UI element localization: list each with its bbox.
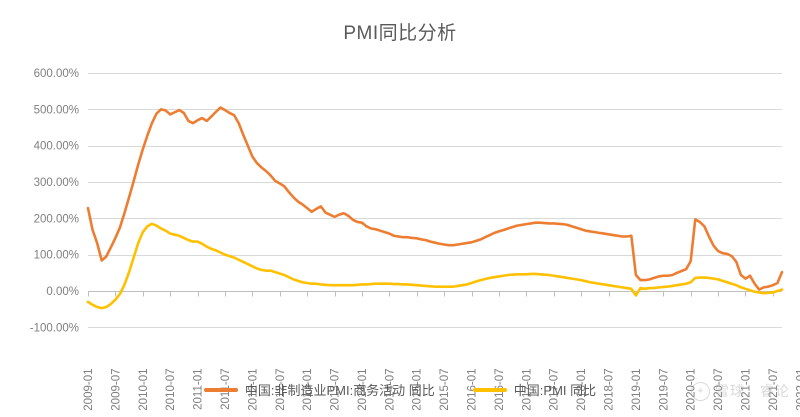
y-axis-tick-label: 0.00% <box>46 286 79 298</box>
x-axis-tick-label: 2012-07 <box>275 369 287 411</box>
x-axis-tick-labels: 2009-012009-072010-012010-072011-012011-… <box>83 369 800 411</box>
x-axis-tick-label: 2021-07 <box>768 369 780 411</box>
x-axis-tick-label: 2017-07 <box>549 369 561 411</box>
x-axis-tick-label: 2014-01 <box>357 369 369 411</box>
x-axis-tick-label: 2009-01 <box>83 369 95 411</box>
x-axis-tick-label: 2018-01 <box>576 369 588 411</box>
y-axis-tick-label: 500.00% <box>34 104 79 116</box>
x-axis-ticks <box>88 291 774 297</box>
series-line-2 <box>86 222 784 310</box>
x-axis-tick-label: 2016-01 <box>467 369 479 411</box>
x-axis-tick-label: 2019-01 <box>631 369 643 411</box>
y-axis-tick-label: 300.00% <box>34 177 79 189</box>
y-axis-tick-label: 600.00% <box>34 68 79 80</box>
x-axis-tick-label: 2017-01 <box>521 369 533 411</box>
x-axis-tick-label: 2010-01 <box>138 369 150 411</box>
x-axis-tick-label: 2014-07 <box>384 369 396 411</box>
legend-label: 中国:PMI 同比 <box>513 383 597 398</box>
y-axis-tick-label: 400.00% <box>34 141 79 153</box>
x-axis-tick-label: 2018-07 <box>604 369 616 411</box>
x-axis-tick-label: 2013-01 <box>302 369 314 411</box>
watermark: ⌖ 雪球：睿论 <box>691 381 790 401</box>
y-axis-tick-label: 100.00% <box>34 250 79 262</box>
legend-swatch-icon <box>203 387 238 392</box>
gridlines-group <box>88 73 782 328</box>
y-axis-tick-label: 200.00% <box>34 213 79 225</box>
x-axis-tick-label: 2019-07 <box>658 369 670 411</box>
x-axis-tick-label: 2009-07 <box>110 369 122 411</box>
watermark-text: 雪球：睿论 <box>715 383 790 399</box>
watermark-logo-glyph: ⌖ <box>697 384 704 397</box>
legend-item-2[interactable]: 中国:PMI 同比 <box>472 380 597 399</box>
legend-swatch-icon <box>472 387 507 392</box>
x-axis-tick-label: 2013-07 <box>330 369 342 411</box>
x-axis-tick-label: 2012-01 <box>247 369 259 411</box>
watermark-logo-icon: ⌖ <box>691 381 710 401</box>
chart-legend: 中国:非制造业PMI:商务活动 同比 中国:PMI 同比 <box>0 380 800 399</box>
x-axis-tick-label: 2011-01 <box>193 369 205 410</box>
legend-label: 中国:非制造业PMI:商务活动 同比 <box>244 383 435 398</box>
y-axis-tick-label: -100.00% <box>30 322 79 334</box>
x-axis-tick-label: 2020-07 <box>713 369 725 411</box>
x-axis-tick-label: 2015-07 <box>439 369 451 411</box>
x-axis-tick-label: 2021-01 <box>740 369 752 411</box>
data-series-group <box>86 106 784 310</box>
y-axis-tick-labels: 600.00% 500.00% 400.00% 300.00% 200.00% 100.0… <box>30 68 79 334</box>
x-axis-tick-label: 2022-01 <box>795 369 800 411</box>
chart-title: PMI同比分析 <box>343 23 457 44</box>
x-axis-tick-label: 2010-07 <box>165 369 177 411</box>
series-line-1 <box>86 106 784 291</box>
legend-item-1[interactable]: 中国:非制造业PMI:商务活动 同比 <box>203 380 435 399</box>
x-axis-tick-label: 2015-01 <box>412 369 424 411</box>
